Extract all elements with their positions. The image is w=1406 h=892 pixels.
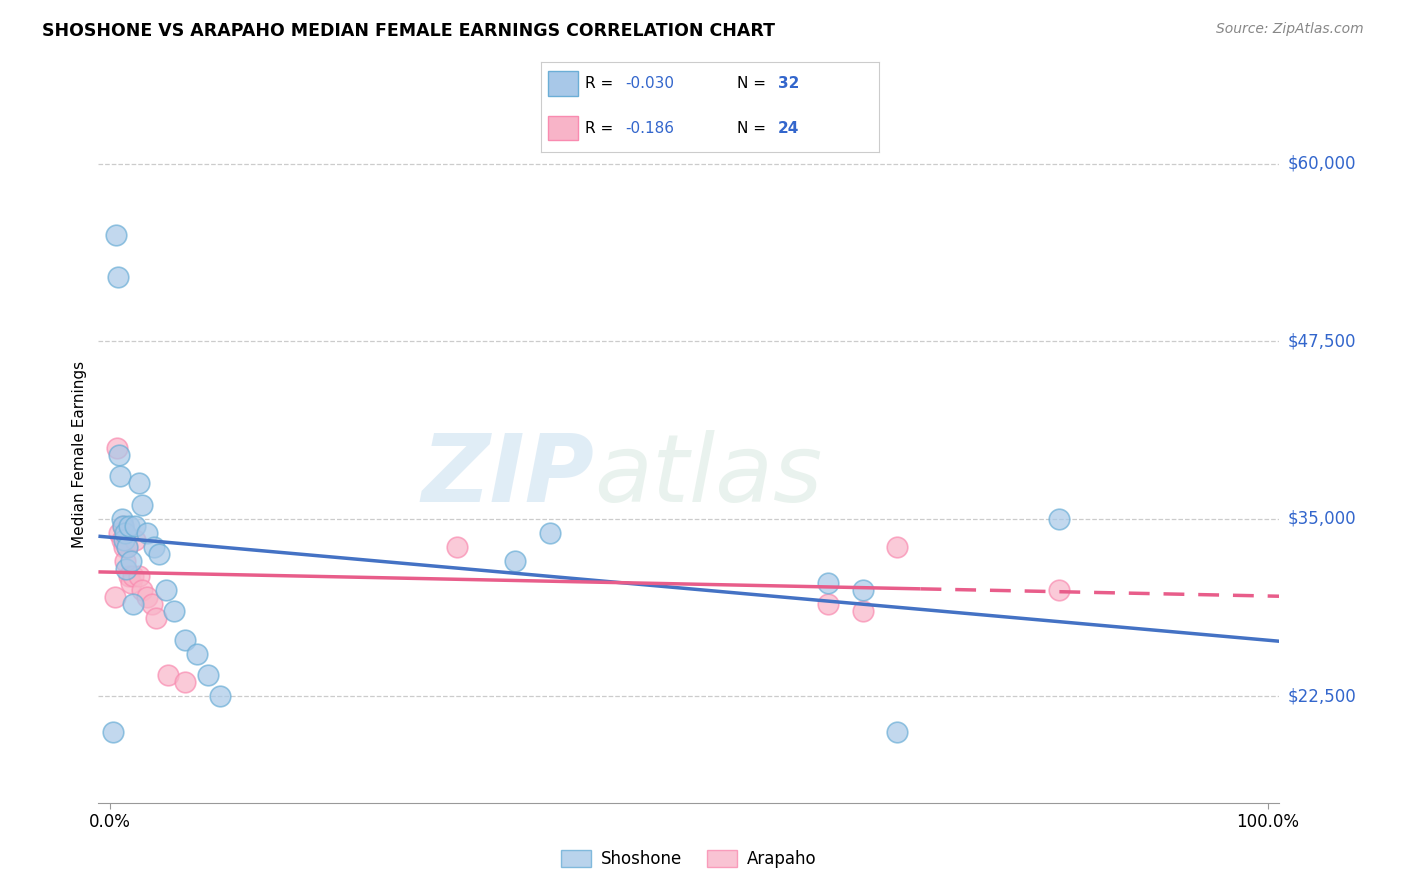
- Point: [141, 597, 163, 611]
- Point: [852, 604, 875, 618]
- Point: [117, 519, 139, 533]
- Text: $22,500: $22,500: [1288, 688, 1357, 706]
- Point: [155, 582, 177, 597]
- Point: [148, 547, 170, 561]
- Point: [1049, 582, 1071, 597]
- Point: [112, 540, 135, 554]
- Point: [163, 604, 186, 618]
- Point: [852, 582, 875, 597]
- Point: [124, 533, 146, 548]
- Point: [117, 540, 139, 554]
- Point: [110, 533, 132, 548]
- Point: [115, 561, 138, 575]
- Text: N =: N =: [737, 121, 766, 136]
- Point: [143, 540, 166, 554]
- Point: [156, 668, 179, 682]
- Point: [122, 568, 145, 582]
- Point: [208, 690, 231, 704]
- Point: [114, 526, 136, 541]
- Point: [110, 469, 132, 483]
- Text: R =: R =: [585, 77, 613, 91]
- Point: [136, 590, 159, 604]
- Point: [538, 526, 561, 541]
- Y-axis label: Median Female Earnings: Median Female Earnings: [72, 361, 87, 549]
- Point: [120, 575, 142, 590]
- Text: -0.030: -0.030: [626, 77, 675, 91]
- Text: SHOSHONE VS ARAPAHO MEDIAN FEMALE EARNINGS CORRELATION CHART: SHOSHONE VS ARAPAHO MEDIAN FEMALE EARNIN…: [42, 22, 775, 40]
- Bar: [548, 71, 578, 96]
- Point: [114, 554, 136, 568]
- Point: [122, 597, 145, 611]
- Point: [128, 476, 150, 491]
- Text: ZIP: ZIP: [422, 430, 595, 522]
- Text: 24: 24: [778, 121, 799, 136]
- Point: [103, 724, 125, 739]
- Point: [124, 519, 146, 533]
- Text: $47,500: $47,500: [1288, 333, 1357, 351]
- Point: [503, 554, 526, 568]
- Legend: Shoshone, Arapaho: Shoshone, Arapaho: [554, 843, 824, 874]
- Text: -0.186: -0.186: [626, 121, 675, 136]
- Point: [186, 647, 208, 661]
- Text: atlas: atlas: [595, 430, 823, 521]
- Point: [120, 554, 142, 568]
- Point: [886, 724, 908, 739]
- Text: R =: R =: [585, 121, 613, 136]
- Point: [197, 668, 219, 682]
- Point: [112, 533, 135, 548]
- Point: [108, 526, 131, 541]
- Point: [108, 448, 131, 462]
- Point: [117, 568, 139, 582]
- Point: [128, 568, 150, 582]
- Point: [145, 611, 167, 625]
- Text: $60,000: $60,000: [1288, 155, 1357, 173]
- Text: Source: ZipAtlas.com: Source: ZipAtlas.com: [1216, 22, 1364, 37]
- Point: [886, 540, 908, 554]
- Point: [131, 582, 153, 597]
- Point: [817, 597, 839, 611]
- Point: [117, 540, 139, 554]
- Text: N =: N =: [737, 77, 766, 91]
- Point: [111, 519, 134, 533]
- Point: [111, 519, 134, 533]
- Point: [105, 441, 128, 455]
- Text: $35,000: $35,000: [1288, 510, 1357, 528]
- Point: [817, 575, 839, 590]
- Point: [136, 526, 159, 541]
- Point: [110, 512, 132, 526]
- Point: [1049, 512, 1071, 526]
- Point: [174, 632, 197, 647]
- Point: [107, 270, 129, 285]
- Point: [131, 498, 153, 512]
- Point: [104, 590, 127, 604]
- Text: 32: 32: [778, 77, 799, 91]
- Point: [104, 227, 127, 242]
- Bar: [548, 116, 578, 140]
- Point: [174, 675, 197, 690]
- Point: [446, 540, 468, 554]
